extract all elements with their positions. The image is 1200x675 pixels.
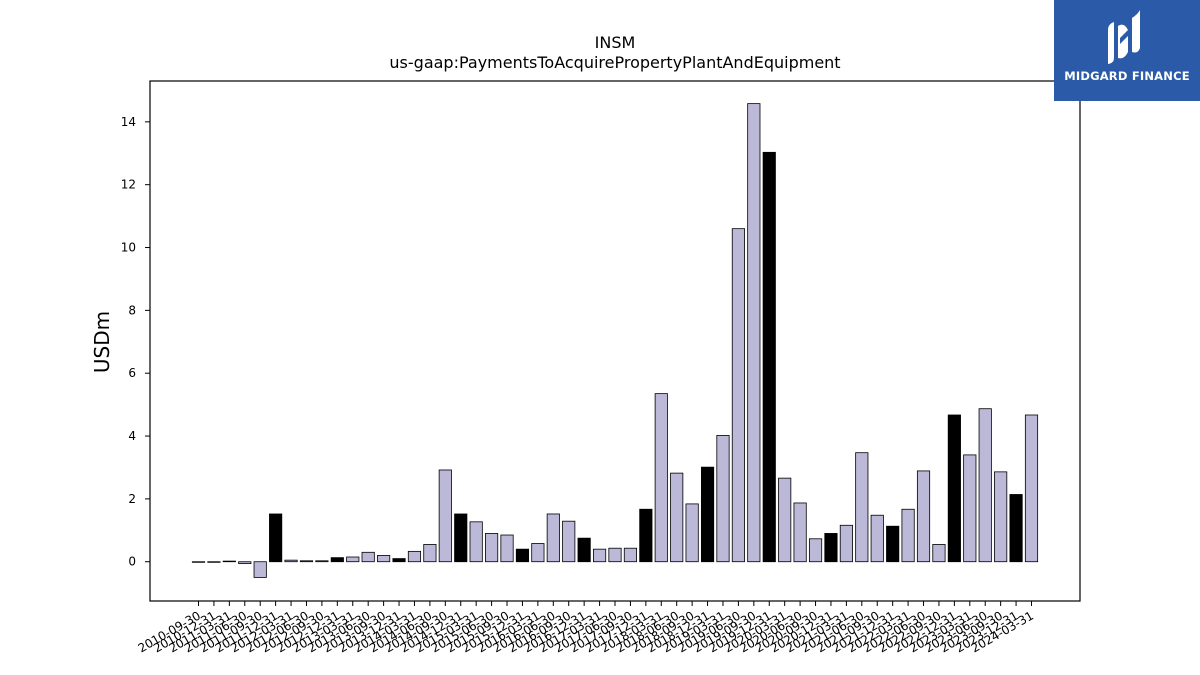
- bar-2024-03-31: [1024, 414, 1039, 563]
- bar-2023-12-31: [1009, 494, 1023, 563]
- bar-2017-06-30: [608, 547, 622, 563]
- bar-2014-12-31: [454, 513, 468, 563]
- bar-2011-09-30: [253, 561, 267, 578]
- y-axis-label: USDm: [90, 311, 114, 373]
- bar-2014-06-30: [423, 544, 437, 563]
- bar-2018-06-30: [670, 472, 684, 563]
- bar-2022-12-31: [947, 414, 961, 563]
- bar-2021-03-31: [839, 524, 853, 563]
- bar-2013-09-30: [377, 555, 391, 563]
- bar-2011-03-31: [222, 560, 236, 563]
- y-tick-label: 14: [121, 115, 136, 129]
- bar-2021-12-31: [886, 525, 900, 563]
- bar-2021-06-30: [855, 452, 869, 563]
- y-tick-label: 4: [128, 429, 136, 443]
- y-tick-label: 12: [121, 178, 136, 192]
- bar-2016-09-30: [562, 520, 576, 563]
- bar-2013-03-31: [346, 556, 360, 563]
- bar-2012-06-30: [299, 560, 314, 563]
- chart-title: INSM: [595, 33, 636, 52]
- bar-2012-03-31: [284, 559, 298, 563]
- bar-2016-12-31: [577, 537, 591, 563]
- midgard-finance-logo: MIDGARD FINANCE: [1054, 0, 1200, 101]
- bar-2010-09-30: [191, 561, 206, 563]
- bar-2022-03-31: [901, 508, 915, 563]
- bar-2019-09-30: [747, 103, 761, 563]
- plot-frame: [149, 80, 1081, 602]
- bar-2011-12-31: [269, 513, 283, 563]
- bar-2018-03-31: [654, 393, 668, 563]
- y-axis-ticks: 0 2 4 6 8 10 12 14: [121, 115, 150, 569]
- bar-2017-09-30: [623, 547, 638, 563]
- bar-2020-12-31: [824, 533, 838, 563]
- bar-2014-03-31: [407, 550, 422, 563]
- bar-2018-12-31: [700, 466, 715, 563]
- chart-subtitle: us-gaap:PaymentsToAcquirePropertyPlantAn…: [389, 53, 840, 72]
- bar-2019-03-31: [716, 435, 730, 563]
- bar-2016-03-31: [531, 543, 545, 563]
- bar-2021-09-30: [870, 514, 884, 563]
- bar-2015-09-30: [500, 534, 514, 563]
- logo-text: MIDGARD FINANCE: [1064, 69, 1190, 83]
- bar-2013-12-31: [392, 558, 406, 563]
- bar-2016-06-30: [546, 513, 560, 563]
- bar-2022-09-30: [932, 544, 946, 563]
- y-tick-label: 10: [121, 241, 136, 255]
- y-tick-label: 2: [128, 492, 136, 506]
- bar-2020-03-31: [778, 477, 792, 563]
- bar-2018-09-30: [685, 503, 699, 563]
- bar-2019-12-31: [762, 151, 776, 563]
- y-tick-label: 8: [128, 303, 136, 317]
- bar-2017-12-31: [639, 508, 653, 563]
- bar-2023-03-31: [963, 454, 977, 563]
- bar-2023-09-30: [994, 471, 1008, 563]
- bar-2013-06-30: [361, 551, 375, 563]
- bars-layer: [191, 103, 1039, 578]
- bar-2015-12-31: [515, 548, 530, 563]
- bar-2020-06-30: [793, 502, 807, 563]
- bar-2015-06-30: [485, 533, 499, 563]
- y-tick-label: 0: [128, 555, 136, 569]
- bar-2010-12-31: [207, 561, 221, 563]
- bar-2012-12-31: [330, 557, 344, 563]
- bar-2014-09-30: [438, 469, 452, 563]
- x-axis-ticks: 2010-09-302010-12-312011-03-312011-06-30…: [136, 601, 1036, 655]
- bar-2020-09-30: [808, 538, 823, 563]
- bar-2022-06-30: [916, 470, 931, 563]
- y-tick-label: 6: [128, 366, 136, 380]
- bar-2011-06-30: [238, 561, 252, 565]
- bar-2019-06-30: [731, 228, 745, 563]
- bar-2015-03-31: [469, 521, 483, 563]
- bar-2017-03-31: [593, 548, 607, 563]
- bar-2012-09-30: [315, 560, 329, 563]
- logo-mark-icon: [1108, 10, 1140, 64]
- bar-2023-06-30: [978, 408, 992, 563]
